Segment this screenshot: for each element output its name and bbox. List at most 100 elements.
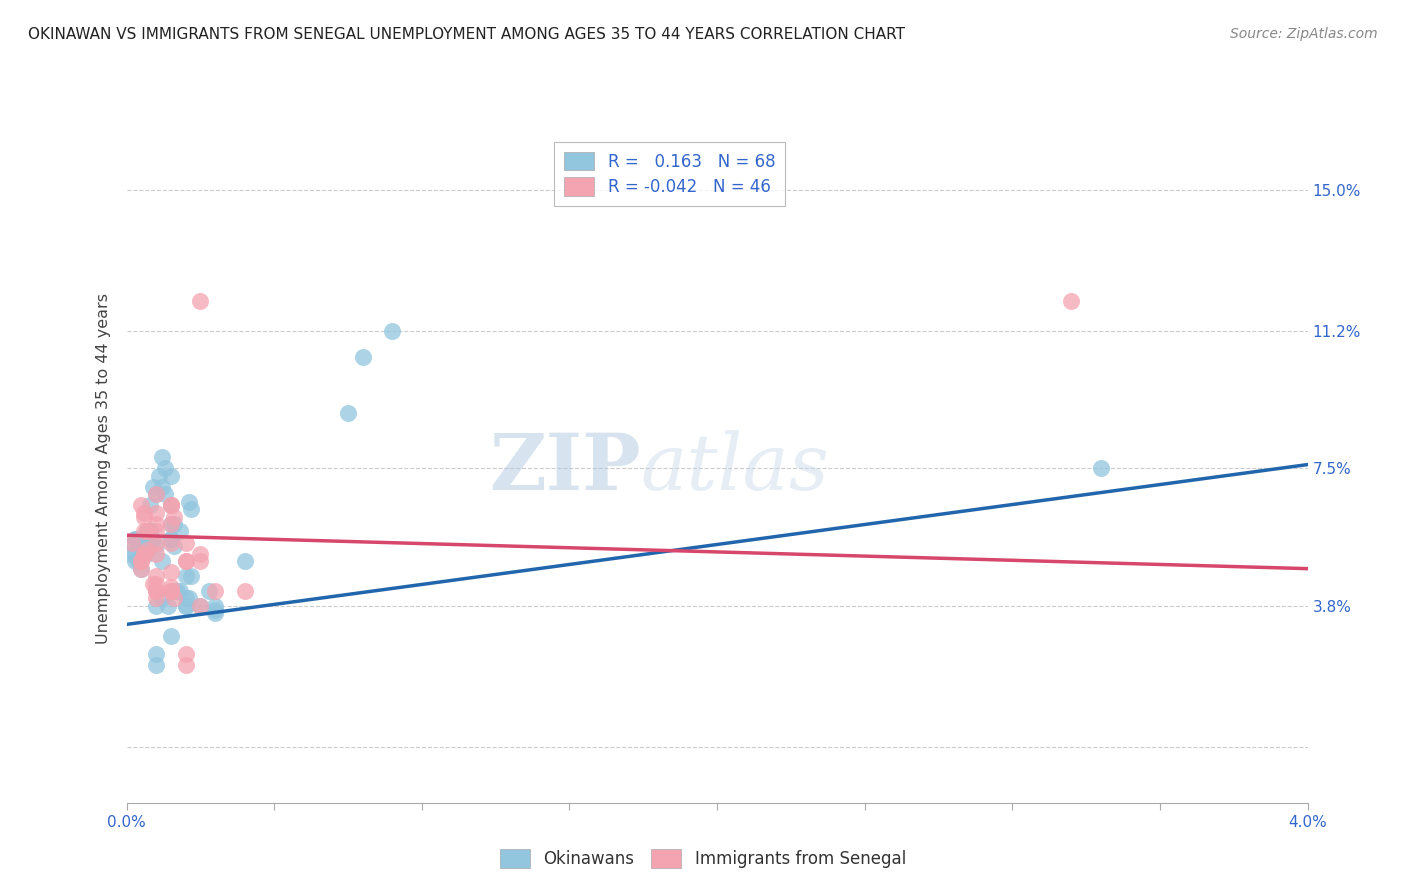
Point — [188, 547, 211, 561]
Text: ZIP: ZIP — [489, 430, 640, 507]
Point — [160, 499, 183, 513]
Point — [174, 658, 197, 673]
Point — [160, 532, 183, 546]
Point — [129, 562, 153, 576]
Point — [134, 524, 156, 539]
Point — [160, 580, 183, 594]
Point — [129, 539, 153, 553]
Point — [174, 647, 197, 661]
Point — [169, 524, 191, 539]
Point — [134, 532, 156, 546]
Point — [188, 294, 211, 309]
Point — [129, 499, 153, 513]
Point — [160, 535, 183, 549]
Text: Source: ZipAtlas.com: Source: ZipAtlas.com — [1230, 27, 1378, 41]
Point — [145, 569, 167, 583]
Point — [145, 647, 167, 661]
Point — [124, 532, 146, 546]
Point — [180, 569, 202, 583]
Point — [1060, 294, 1083, 309]
Point — [150, 591, 173, 606]
Point — [177, 591, 200, 606]
Point — [145, 487, 167, 501]
Point — [145, 506, 167, 520]
Point — [160, 629, 183, 643]
Point — [124, 532, 146, 546]
Point — [174, 535, 197, 549]
Point — [174, 554, 197, 568]
Point — [150, 554, 173, 568]
Text: atlas: atlas — [640, 430, 830, 507]
Point — [145, 539, 167, 553]
Point — [233, 554, 256, 568]
Point — [129, 562, 153, 576]
Point — [156, 599, 179, 613]
Point — [188, 554, 211, 568]
Point — [204, 599, 226, 613]
Point — [204, 602, 226, 616]
Point — [169, 584, 191, 599]
Point — [129, 532, 153, 546]
Point — [136, 543, 159, 558]
Point — [134, 547, 156, 561]
Point — [352, 350, 374, 364]
Point — [121, 547, 143, 561]
Point — [145, 599, 167, 613]
Point — [160, 584, 183, 599]
Point — [160, 532, 183, 546]
Point — [139, 539, 162, 553]
Point — [188, 599, 211, 613]
Point — [121, 535, 143, 549]
Point — [129, 554, 153, 568]
Point — [136, 524, 159, 539]
Point — [145, 524, 167, 539]
Point — [198, 584, 221, 599]
Point — [180, 502, 202, 516]
Point — [124, 554, 146, 568]
Point — [150, 450, 173, 465]
Point — [142, 532, 165, 546]
Point — [153, 487, 176, 501]
Point — [134, 535, 156, 549]
Point — [174, 599, 197, 613]
Point — [166, 584, 188, 599]
Point — [160, 584, 183, 599]
Point — [134, 547, 156, 561]
Point — [160, 566, 183, 580]
Point — [188, 599, 211, 613]
Point — [1090, 461, 1112, 475]
Point — [381, 324, 404, 338]
Point — [204, 584, 226, 599]
Text: OKINAWAN VS IMMIGRANTS FROM SENEGAL UNEMPLOYMENT AMONG AGES 35 TO 44 YEARS CORRE: OKINAWAN VS IMMIGRANTS FROM SENEGAL UNEM… — [28, 27, 905, 42]
Point — [145, 658, 167, 673]
Point — [134, 506, 156, 520]
Point — [142, 576, 165, 591]
Point — [174, 554, 197, 568]
Legend: R =   0.163   N = 68, R = -0.042   N = 46: R = 0.163 N = 68, R = -0.042 N = 46 — [554, 142, 786, 206]
Point — [145, 584, 167, 599]
Point — [139, 499, 162, 513]
Point — [233, 584, 256, 599]
Point — [145, 584, 167, 599]
Point — [136, 524, 159, 539]
Point — [145, 591, 167, 606]
Point — [129, 554, 153, 568]
Point — [153, 461, 176, 475]
Point — [160, 499, 183, 513]
Point — [121, 535, 143, 549]
Point — [134, 509, 156, 524]
Point — [148, 468, 170, 483]
Point — [127, 554, 149, 568]
Point — [160, 499, 183, 513]
Point — [160, 517, 183, 532]
Point — [163, 584, 186, 599]
Point — [145, 576, 167, 591]
Point — [145, 535, 167, 549]
Point — [124, 547, 146, 561]
Point — [145, 487, 167, 501]
Point — [337, 406, 360, 420]
Point — [136, 547, 159, 561]
Point — [136, 524, 159, 539]
Point — [139, 524, 162, 539]
Y-axis label: Unemployment Among Ages 35 to 44 years: Unemployment Among Ages 35 to 44 years — [96, 293, 111, 644]
